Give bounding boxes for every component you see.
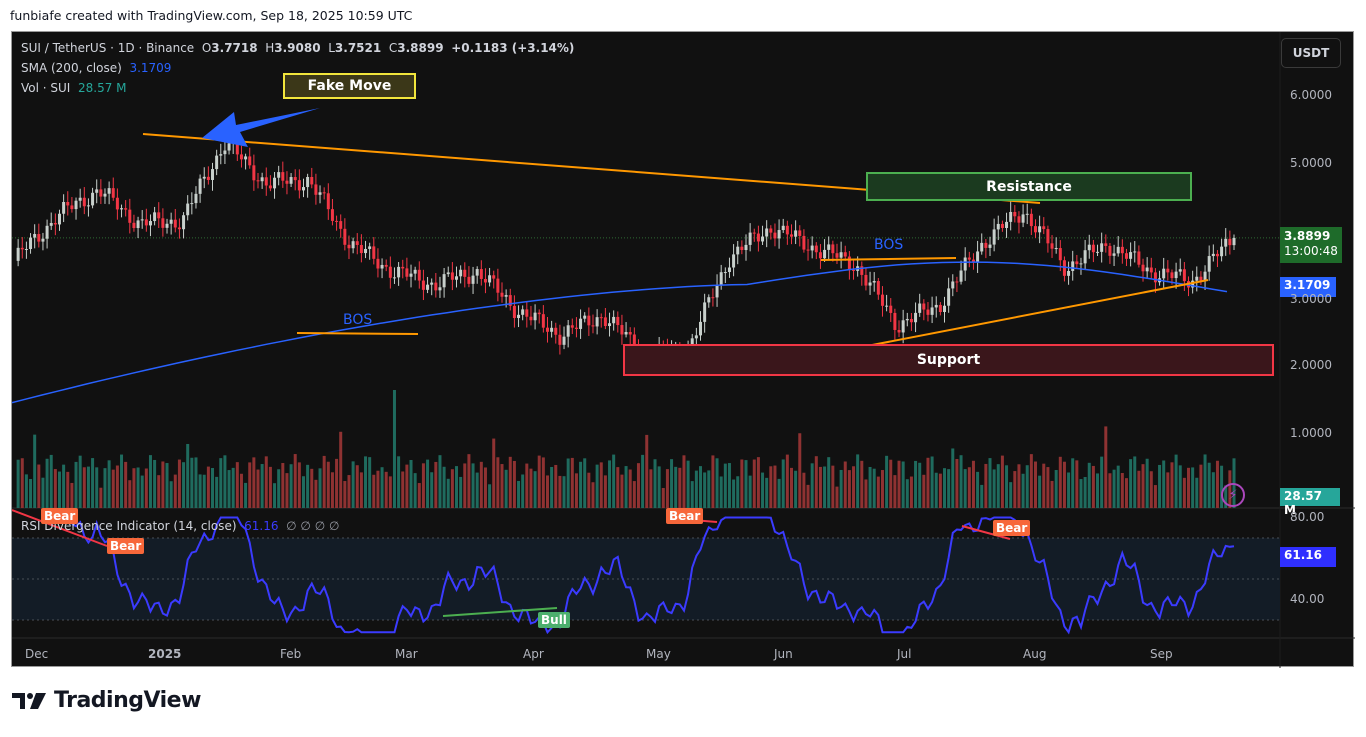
price-axis[interactable]: 6.0000 5.0000 3.0000 2.0000 1.0000 [1290,32,1350,502]
high-label: H [265,41,275,55]
currency-button[interactable]: USDT [1281,38,1341,68]
time-tick: Feb [280,647,302,661]
low-value: 3.7521 [334,41,382,55]
rsi-tick: 40.00 [1290,592,1325,606]
open-value: 3.7718 [211,41,258,55]
resistance-zone: Resistance [866,172,1192,201]
chart-frame[interactable]: SUI / TetherUS · 1D · Binance O3.7718 H3… [11,31,1355,668]
rsi-bear-tag: Bear [41,508,79,524]
support-zone: Support [623,344,1274,376]
time-tick: 2025 [148,647,182,661]
volume-value: 28.57 M [77,81,127,95]
price-tick: 1.0000 [1290,426,1332,440]
time-axis[interactable]: Dec 2025 Feb Mar Apr May Jun Jul Aug Sep [12,638,1280,668]
time-tick: Jun [774,647,793,661]
sma-legend[interactable]: SMA (200, close) 3.1709 [21,61,171,75]
chart-caption: funbiafe created with TradingView.com, S… [10,8,413,23]
symbol-legend[interactable]: SUI / TetherUS · 1D · Binance O3.7718 H3… [21,41,574,55]
rsi-value: 61.16 [244,519,279,533]
close-label: C [388,41,398,55]
resistance-text: Resistance [986,178,1072,195]
last-price-tag: 3.8899 13:00:48 [1280,227,1342,263]
close-value: 3.8899 [397,41,444,55]
open-label: O [201,41,212,55]
time-tick: Jul [897,647,912,661]
time-tick: Sep [1150,647,1173,661]
rsi-bull-tag: Bull [538,612,570,628]
sma-label: SMA (200, close) [21,61,122,75]
symbol-label: SUI / TetherUS · 1D · Binance [21,41,195,55]
bos-label-2: BOS [874,237,904,253]
rsi-extras: ∅ ∅ ∅ ∅ [286,519,340,533]
low-label: L [328,41,335,55]
fake-move-text: Fake Move [307,78,392,94]
fake-move-label: Fake Move [283,73,416,99]
rsi-bear-tag: Bear [107,538,145,554]
tradingview-wordmark: TradingView [54,688,201,713]
volume-tag: 28.57 M [1280,488,1340,517]
lightning-icon[interactable]: ⚡ [1221,483,1245,507]
time-tick: May [646,647,671,661]
sma-value: 3.1709 [129,61,172,75]
change-value: +0.1183 (+3.14%) [451,41,575,55]
price-tick: 6.0000 [1290,88,1332,102]
price-tick: 5.0000 [1290,156,1332,170]
rsi-bear-tag: Bear [666,508,704,524]
time-tick: Aug [1023,647,1047,661]
countdown-value: 13:00:48 [1284,244,1338,258]
rsi-tick: 80.00 [1290,510,1325,524]
volume-label: Vol · SUI [21,81,71,95]
last-price-value: 3.8899 [1284,229,1331,243]
rsi-value-tag: 61.16 [1280,547,1336,567]
time-tick: Apr [523,647,544,661]
time-tick: Dec [25,647,49,661]
support-text: Support [916,352,981,368]
volume-legend[interactable]: Vol · SUI 28.57 M [21,81,127,95]
tradingview-logo-icon [12,692,46,709]
rsi-bear-tag: Bear [993,520,1031,536]
rsi-axis[interactable]: 80.00 40.00 [1290,508,1350,628]
tradingview-logo[interactable]: TradingView [12,688,201,713]
time-tick: Mar [395,647,418,661]
sma-price-tag: 3.1709 [1280,277,1336,297]
price-tick: 3.0000 [1290,292,1332,306]
bos-label-1: BOS [343,312,373,328]
high-value: 3.9080 [274,41,321,55]
price-tick: 2.0000 [1290,358,1332,372]
